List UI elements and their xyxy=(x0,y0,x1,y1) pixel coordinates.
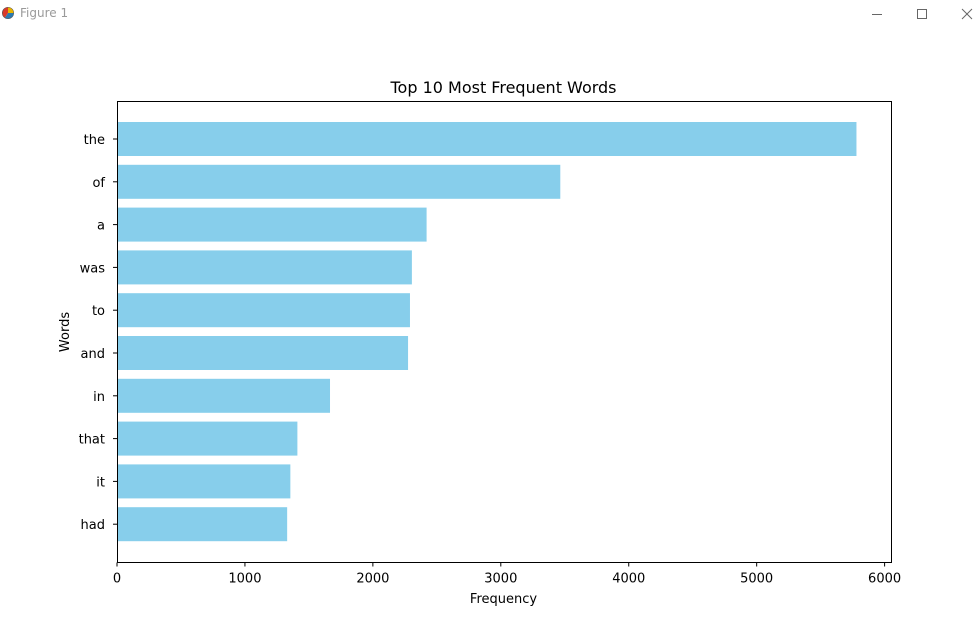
chart-title: Top 10 Most Frequent Words xyxy=(389,78,616,97)
window-titlebar: Figure 1 xyxy=(0,0,979,28)
y-tick-label: of xyxy=(92,176,105,191)
minimize-button[interactable] xyxy=(855,0,899,28)
y-tick-label: was xyxy=(80,261,106,276)
y-tick-label: had xyxy=(81,518,105,533)
x-tick-label: 5000 xyxy=(740,572,773,587)
bar-was xyxy=(117,250,412,285)
x-tick-label: 0 xyxy=(113,572,121,587)
bar-that xyxy=(117,421,298,456)
bar-had xyxy=(117,507,288,542)
y-tick-label: to xyxy=(92,304,105,319)
matplotlib-figure-icon[interactable] xyxy=(1,5,17,21)
close-button[interactable] xyxy=(945,0,979,28)
bars-layer xyxy=(117,122,857,542)
bar-and xyxy=(117,336,409,370)
bar-the xyxy=(117,122,857,156)
bar-to xyxy=(117,293,410,328)
maximize-icon xyxy=(916,8,928,20)
y-axis-ticks: the of a was to and in that it had xyxy=(79,133,117,533)
y-tick-label: the xyxy=(84,133,105,148)
y-tick-label: it xyxy=(96,475,105,490)
bar-a xyxy=(117,207,427,242)
y-axis-label: Words xyxy=(58,312,73,352)
x-axis-ticks: 0 1000 2000 3000 4000 5000 6000 xyxy=(113,562,901,587)
x-axis-label: Frequency xyxy=(470,592,537,607)
close-icon xyxy=(961,8,973,20)
x-tick-label: 1000 xyxy=(228,572,261,587)
x-tick-label: 2000 xyxy=(356,572,389,587)
bar-in xyxy=(117,378,331,413)
y-tick-label: that xyxy=(79,433,105,448)
y-tick-label: in xyxy=(93,390,105,405)
x-tick-label: 4000 xyxy=(612,572,645,587)
bar-of xyxy=(117,164,561,199)
maximize-button[interactable] xyxy=(900,0,944,28)
x-tick-label: 3000 xyxy=(484,572,517,587)
y-tick-label: and xyxy=(81,347,105,362)
x-tick-label: 6000 xyxy=(868,572,901,587)
minimize-icon xyxy=(871,8,883,20)
bar-it xyxy=(117,464,291,499)
axes-frame xyxy=(117,101,892,563)
y-tick-label: a xyxy=(97,219,105,234)
window-title: Figure 1 xyxy=(20,6,69,20)
